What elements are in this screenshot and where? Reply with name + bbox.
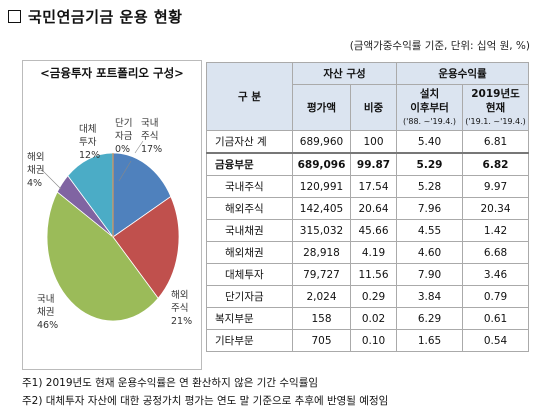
- row-weight: 17.54: [349, 175, 398, 198]
- row-return-ytd: 3.46: [462, 263, 530, 286]
- row-name: 해외채권: [206, 241, 293, 264]
- header-ytd: 2019년도 현재 ('19.1. ~'19.4.): [462, 84, 530, 131]
- footnote-2: 주2) 대체투자 자산에 대한 공정가치 평가는 연도 말 기준으로 추후에 반…: [22, 395, 389, 407]
- row-return-since-inception: 1.65: [396, 329, 464, 352]
- row-return-ytd: 9.97: [462, 175, 530, 198]
- row-return-ytd: 6.81: [462, 130, 530, 154]
- row-name: 복지부문: [206, 307, 293, 330]
- row-amount: 705: [292, 329, 351, 352]
- pie-slice-1: [112, 195, 180, 299]
- row-amount: 689,960: [292, 130, 351, 154]
- header-asset-group: 자산 구성: [291, 62, 398, 85]
- row-amount: 315,032: [292, 219, 351, 242]
- unit-note: (금액가중수익률 기준, 단위: 십억 원, %): [349, 40, 530, 52]
- footnotes: 주1) 2019년도 현재 운용수익률은 연 환산하지 않은 기간 수익률임 주…: [22, 374, 388, 410]
- row-return-since-inception: 7.96: [396, 197, 464, 220]
- row-amount: 158: [292, 307, 351, 330]
- label-overseas-stock: 해외 주식 21%: [171, 290, 193, 327]
- footnote-1: 주1) 2019년도 현재 운용수익률은 연 환산하지 않은 기간 수익률임: [22, 377, 319, 389]
- table-row: 복지부문 158 0.02 6.29 0.61: [206, 307, 530, 330]
- pie-slice-4: [67, 152, 114, 239]
- table-row: 기금자산 계 689,960 100 5.40 6.81: [206, 130, 530, 154]
- label-overseas-bond: 해외 채권 4%: [27, 152, 45, 189]
- pie-slice-0: [112, 152, 172, 238]
- row-return-since-inception: 5.29: [396, 152, 464, 176]
- label-domestic-stock: 국내 주식 17%: [141, 118, 163, 155]
- row-weight: 0.10: [349, 329, 398, 352]
- row-return-since-inception: 4.60: [396, 241, 464, 264]
- row-weight: 45.66: [349, 219, 398, 242]
- header-return-group: 운용수익률: [396, 62, 530, 85]
- header-amount: 평가액: [292, 84, 351, 131]
- row-weight: 11.56: [349, 263, 398, 286]
- row-return-since-inception: 5.28: [396, 175, 464, 198]
- label-short-term: 단기 자금 0%: [115, 118, 133, 155]
- row-return-since-inception: 7.90: [396, 263, 464, 286]
- table-row: 단기자금 2,024 0.29 3.84 0.79: [206, 285, 530, 308]
- table-row: 금융부문 689,096 99.87 5.29 6.82: [206, 152, 530, 176]
- table-row: 국내주식 120,991 17.54 5.28 9.97: [206, 175, 530, 198]
- fund-status-table: 구 분 자산 구성 운용수익률 평가액 비중 설치 이후부터 ('88. ~'1…: [206, 62, 530, 352]
- page-title: 국민연금기금 운용 현황: [8, 6, 182, 27]
- row-amount: 79,727: [292, 263, 351, 286]
- row-return-ytd: 0.79: [462, 285, 530, 308]
- row-weight: 0.02: [349, 307, 398, 330]
- row-name: 금융부문: [206, 152, 293, 176]
- row-weight: 100: [349, 130, 398, 154]
- row-return-ytd: 6.68: [462, 241, 530, 264]
- row-return-ytd: 6.82: [462, 152, 530, 176]
- header-weight: 비중: [349, 84, 398, 131]
- row-name: 해외주식: [206, 197, 293, 220]
- row-weight: 20.64: [349, 197, 398, 220]
- table-row: 대체투자 79,727 11.56 7.90 3.46: [206, 263, 530, 286]
- portfolio-chart-panel: <금융투자 포트폴리오 구성> 국내 주식 17% 해외 주식 21% 국내 채권 46% …: [22, 60, 202, 370]
- row-return-ytd: 0.54: [462, 329, 530, 352]
- row-weight: 99.87: [349, 152, 398, 176]
- pie-slice-2: [46, 191, 159, 322]
- header-category: 구 분: [206, 62, 293, 131]
- row-name: 국내채권: [206, 219, 293, 242]
- row-return-ytd: 0.61: [462, 307, 530, 330]
- row-return-since-inception: 3.84: [396, 285, 464, 308]
- row-amount: 28,918: [292, 241, 351, 264]
- row-name: 단기자금: [206, 285, 293, 308]
- portfolio-pie-chart: [42, 140, 180, 322]
- row-return-ytd: 1.42: [462, 219, 530, 242]
- row-return-since-inception: 5.40: [396, 130, 464, 154]
- row-return-since-inception: 6.29: [396, 307, 464, 330]
- row-name: 기타부문: [206, 329, 293, 352]
- table-row: 국내채권 315,032 45.66 4.55 1.42: [206, 219, 530, 242]
- table-row: 기타부문 705 0.10 1.65 0.54: [206, 329, 530, 352]
- leader-line-0: [118, 160, 132, 182]
- row-amount: 142,405: [292, 197, 351, 220]
- row-name: 대체투자: [206, 263, 293, 286]
- row-name: 기금자산 계: [206, 130, 293, 154]
- leader-line-1: [42, 170, 62, 190]
- row-weight: 0.29: [349, 285, 398, 308]
- leader-line-2: [134, 140, 144, 154]
- label-domestic-bond: 국내 채권 46%: [37, 294, 59, 331]
- square-icon: [8, 10, 21, 23]
- row-return-since-inception: 4.55: [396, 219, 464, 242]
- row-amount: 689,096: [292, 152, 351, 176]
- header-since-inception: 설치 이후부터 ('88. ~'19.4.): [396, 84, 464, 131]
- chart-title: <금융투자 포트폴리오 구성>: [40, 66, 184, 80]
- row-return-ytd: 20.34: [462, 197, 530, 220]
- label-alternative: 대체 투자 12%: [79, 124, 101, 161]
- row-name: 국내주식: [206, 175, 293, 198]
- row-amount: 120,991: [292, 175, 351, 198]
- row-amount: 2,024: [292, 285, 351, 308]
- table-row: 해외주식 142,405 20.64 7.96 20.34: [206, 197, 530, 220]
- page-title-text: 국민연금기금 운용 현황: [28, 8, 183, 26]
- row-weight: 4.19: [349, 241, 398, 264]
- table-row: 해외채권 28,918 4.19 4.60 6.68: [206, 241, 530, 264]
